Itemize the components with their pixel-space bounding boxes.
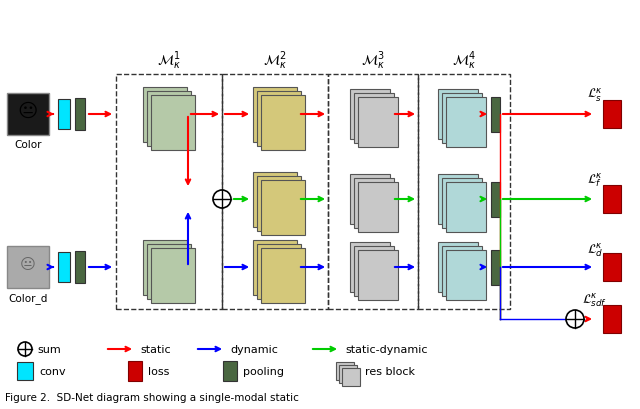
FancyBboxPatch shape: [17, 362, 33, 380]
FancyBboxPatch shape: [490, 250, 499, 285]
Bar: [418, 75, 510, 309]
FancyBboxPatch shape: [151, 248, 195, 303]
Text: dynamic: dynamic: [230, 344, 278, 354]
FancyBboxPatch shape: [354, 246, 394, 296]
Bar: [116, 75, 222, 309]
Circle shape: [18, 342, 32, 356]
Text: $\mathcal{L}^{\kappa}_{f}$: $\mathcal{L}^{\kappa}_{f}$: [587, 171, 603, 189]
FancyBboxPatch shape: [223, 361, 237, 381]
FancyBboxPatch shape: [446, 250, 486, 300]
Text: $\mathcal{L}^{\kappa}_{sdf}$: $\mathcal{L}^{\kappa}_{sdf}$: [582, 290, 607, 308]
FancyBboxPatch shape: [253, 240, 297, 295]
FancyBboxPatch shape: [261, 180, 305, 235]
FancyBboxPatch shape: [442, 94, 482, 144]
FancyBboxPatch shape: [358, 250, 398, 300]
FancyBboxPatch shape: [261, 248, 305, 303]
FancyBboxPatch shape: [147, 91, 191, 146]
Text: $\mathcal{M}^{1}_{\kappa}$: $\mathcal{M}^{1}_{\kappa}$: [157, 49, 181, 72]
FancyBboxPatch shape: [350, 175, 390, 225]
Bar: [222, 75, 328, 309]
FancyBboxPatch shape: [442, 179, 482, 229]
FancyBboxPatch shape: [603, 186, 621, 213]
FancyBboxPatch shape: [75, 252, 85, 283]
FancyBboxPatch shape: [350, 243, 390, 292]
Text: conv: conv: [39, 366, 66, 376]
FancyBboxPatch shape: [603, 305, 621, 333]
Text: Color_d: Color_d: [8, 292, 48, 303]
Text: $\mathcal{M}^{3}_{\kappa}$: $\mathcal{M}^{3}_{\kappa}$: [361, 49, 385, 72]
FancyBboxPatch shape: [342, 368, 360, 386]
FancyBboxPatch shape: [446, 182, 486, 232]
Circle shape: [566, 310, 584, 328]
FancyBboxPatch shape: [350, 90, 390, 139]
Text: 😐: 😐: [20, 256, 36, 271]
FancyBboxPatch shape: [7, 246, 49, 288]
Circle shape: [213, 191, 231, 209]
FancyBboxPatch shape: [438, 90, 478, 139]
FancyBboxPatch shape: [253, 172, 297, 227]
FancyBboxPatch shape: [151, 95, 195, 150]
FancyBboxPatch shape: [7, 94, 49, 136]
FancyBboxPatch shape: [603, 254, 621, 281]
Text: $\mathcal{L}^{\kappa}_{d}$: $\mathcal{L}^{\kappa}_{d}$: [587, 240, 603, 258]
FancyBboxPatch shape: [442, 246, 482, 296]
Text: res block: res block: [365, 366, 415, 376]
FancyBboxPatch shape: [147, 244, 191, 299]
FancyBboxPatch shape: [257, 176, 301, 231]
Text: pooling: pooling: [243, 366, 284, 376]
FancyBboxPatch shape: [143, 87, 187, 142]
Text: $\mathcal{M}^{2}_{\kappa}$: $\mathcal{M}^{2}_{\kappa}$: [263, 49, 287, 72]
FancyBboxPatch shape: [446, 98, 486, 148]
FancyBboxPatch shape: [75, 99, 85, 131]
FancyBboxPatch shape: [58, 100, 70, 130]
FancyBboxPatch shape: [490, 182, 499, 217]
FancyBboxPatch shape: [358, 182, 398, 232]
Text: Color: Color: [14, 139, 42, 150]
FancyBboxPatch shape: [257, 91, 301, 146]
FancyBboxPatch shape: [253, 87, 297, 142]
FancyBboxPatch shape: [339, 365, 357, 383]
FancyBboxPatch shape: [603, 101, 621, 129]
FancyBboxPatch shape: [354, 179, 394, 229]
FancyBboxPatch shape: [58, 252, 70, 282]
FancyBboxPatch shape: [438, 243, 478, 292]
Text: Figure 2.  SD-Net diagram showing a single-modal static: Figure 2. SD-Net diagram showing a singl…: [5, 392, 299, 402]
Bar: [328, 75, 418, 309]
FancyBboxPatch shape: [358, 98, 398, 148]
FancyBboxPatch shape: [143, 240, 187, 295]
Text: sum: sum: [37, 344, 61, 354]
FancyBboxPatch shape: [336, 362, 354, 380]
Text: $\mathcal{M}^{4}_{\kappa}$: $\mathcal{M}^{4}_{\kappa}$: [452, 49, 476, 72]
FancyBboxPatch shape: [261, 95, 305, 150]
FancyBboxPatch shape: [257, 244, 301, 299]
FancyBboxPatch shape: [490, 97, 499, 132]
Text: loss: loss: [148, 366, 170, 376]
FancyBboxPatch shape: [438, 175, 478, 225]
FancyBboxPatch shape: [354, 94, 394, 144]
Text: 😐: 😐: [18, 101, 38, 120]
FancyBboxPatch shape: [128, 361, 142, 381]
Text: $\mathcal{L}^{\kappa}_{s}$: $\mathcal{L}^{\kappa}_{s}$: [587, 86, 603, 103]
Text: static: static: [140, 344, 171, 354]
Text: static-dynamic: static-dynamic: [345, 344, 428, 354]
